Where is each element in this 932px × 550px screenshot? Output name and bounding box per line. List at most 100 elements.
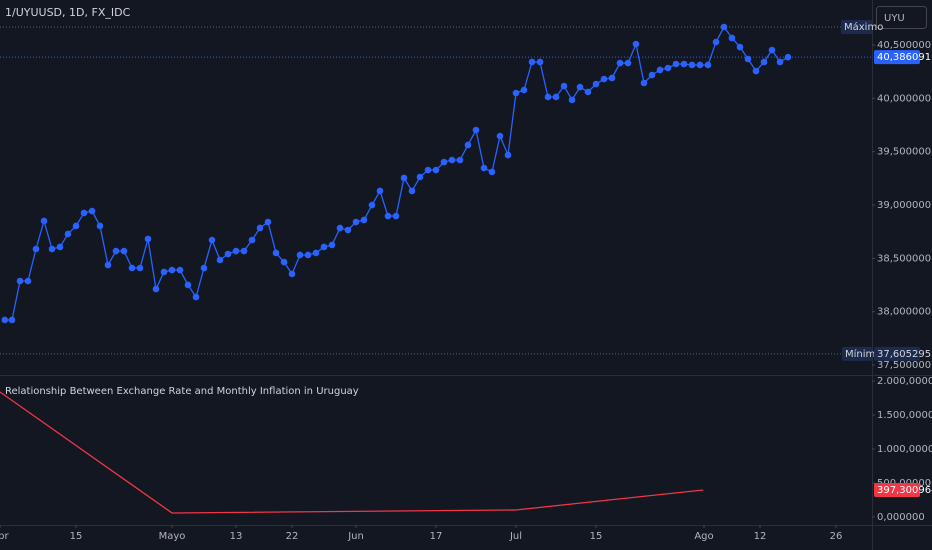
- point: [144, 235, 152, 243]
- point: [616, 59, 624, 67]
- point: [544, 93, 552, 101]
- x-tick-label: 22: [286, 531, 299, 542]
- point: [592, 80, 600, 88]
- point: [184, 281, 192, 289]
- point: [640, 79, 648, 87]
- point: [696, 61, 704, 69]
- point: [384, 212, 392, 220]
- x-tick-label: Ago: [694, 531, 713, 542]
- x-tick-label: 12: [754, 531, 767, 542]
- point: [392, 212, 400, 220]
- point: [736, 43, 744, 51]
- point: [208, 236, 216, 244]
- point: [648, 71, 656, 79]
- point: [128, 264, 136, 272]
- x-tick-label: Mayo: [159, 531, 186, 542]
- point: [752, 67, 760, 75]
- point: [304, 251, 312, 259]
- currency-box[interactable]: [876, 6, 927, 29]
- point: [672, 60, 680, 68]
- point: [768, 46, 776, 54]
- min-label-box: [842, 346, 872, 361]
- y-tick-label: 0,000000: [877, 512, 925, 523]
- point: [704, 61, 712, 69]
- point: [408, 187, 416, 195]
- x-tick-label: 17: [430, 531, 443, 542]
- point: [312, 249, 320, 257]
- point: [96, 222, 104, 230]
- point: [160, 268, 168, 276]
- point: [32, 245, 40, 253]
- point: [360, 216, 368, 224]
- point: [656, 66, 664, 74]
- last-value-label-box: [874, 482, 920, 497]
- y-tick-label: 38,500000: [877, 253, 931, 264]
- point: [136, 264, 144, 272]
- x-tick-label: 13: [230, 531, 243, 542]
- min-value-label-box: [874, 346, 920, 361]
- point: [432, 166, 440, 174]
- y-tick-label: 38,000000: [877, 307, 931, 318]
- point: [168, 266, 176, 274]
- point: [608, 74, 616, 82]
- point: [152, 285, 160, 293]
- point: [376, 187, 384, 195]
- point: [16, 277, 24, 285]
- point: [336, 224, 344, 232]
- point: [528, 58, 536, 66]
- x-tick-label: 26: [830, 531, 843, 542]
- point: [424, 166, 432, 174]
- last-value-label: 40,386091: [877, 52, 931, 63]
- y-tick-label: 39,000000: [877, 200, 931, 211]
- point: [552, 93, 560, 101]
- x-tick-label: Jun: [347, 531, 364, 542]
- min-value-label: 37,605295: [877, 349, 931, 360]
- point: [776, 58, 784, 66]
- point: [120, 247, 128, 255]
- y-tick-label: 1.000,000000: [877, 444, 932, 455]
- point: [744, 55, 752, 63]
- point: [560, 82, 568, 90]
- chart-title: 1/UYUUSD, 1D, FX_IDC: [5, 6, 131, 19]
- point: [328, 241, 336, 249]
- currency[interactable]: UYU: [884, 13, 905, 24]
- point: [352, 218, 360, 226]
- point: [320, 243, 328, 251]
- line: [4, 25, 789, 321]
- point: [296, 251, 304, 259]
- point: [600, 75, 608, 83]
- max-label: Máximo: [844, 21, 883, 33]
- point: [8, 316, 16, 324]
- point: [712, 38, 720, 46]
- point: [512, 89, 520, 97]
- point: [368, 201, 376, 209]
- point: [760, 58, 768, 66]
- y-tick-label: 2.000,000000: [877, 376, 932, 387]
- point: [288, 270, 296, 278]
- point: [344, 226, 352, 234]
- point: [200, 264, 208, 272]
- point: [104, 261, 112, 269]
- point: [632, 40, 640, 48]
- last-value-label: 397,300964: [877, 485, 932, 496]
- point: [688, 61, 696, 69]
- point: [256, 224, 264, 232]
- point: [240, 247, 248, 255]
- point: [568, 96, 576, 104]
- point: [480, 164, 488, 172]
- y-tick-label: 37,500000: [877, 360, 931, 371]
- point: [56, 243, 64, 251]
- point: [576, 83, 584, 91]
- point: [80, 209, 88, 217]
- point: [448, 156, 456, 164]
- x-tick-label: 15: [590, 531, 603, 542]
- point: [224, 250, 232, 258]
- point: [192, 293, 200, 301]
- point: [176, 266, 184, 274]
- point: [624, 59, 632, 67]
- point: [264, 218, 272, 226]
- y-tick-label: 39,500000: [877, 147, 931, 158]
- point: [232, 247, 240, 255]
